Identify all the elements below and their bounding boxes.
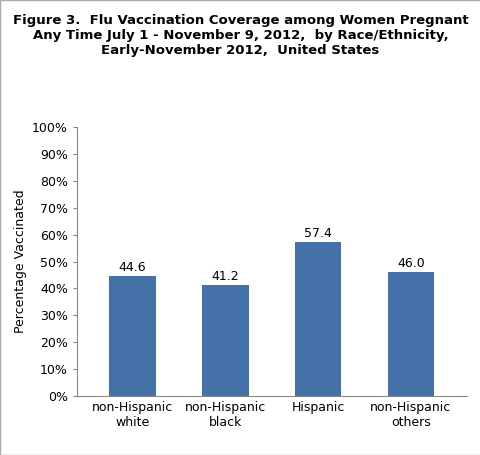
Text: Figure 3.  Flu Vaccination Coverage among Women Pregnant
Any Time July 1 - Novem: Figure 3. Flu Vaccination Coverage among…	[12, 14, 468, 57]
Text: 41.2: 41.2	[211, 270, 239, 283]
Y-axis label: Percentage Vaccinated: Percentage Vaccinated	[13, 190, 26, 334]
Bar	[202, 285, 248, 396]
Bar	[294, 242, 341, 396]
Bar	[387, 273, 433, 396]
Text: 57.4: 57.4	[303, 227, 331, 240]
Text: 44.6: 44.6	[119, 261, 146, 274]
Text: 46.0: 46.0	[396, 257, 424, 270]
Bar	[109, 276, 156, 396]
